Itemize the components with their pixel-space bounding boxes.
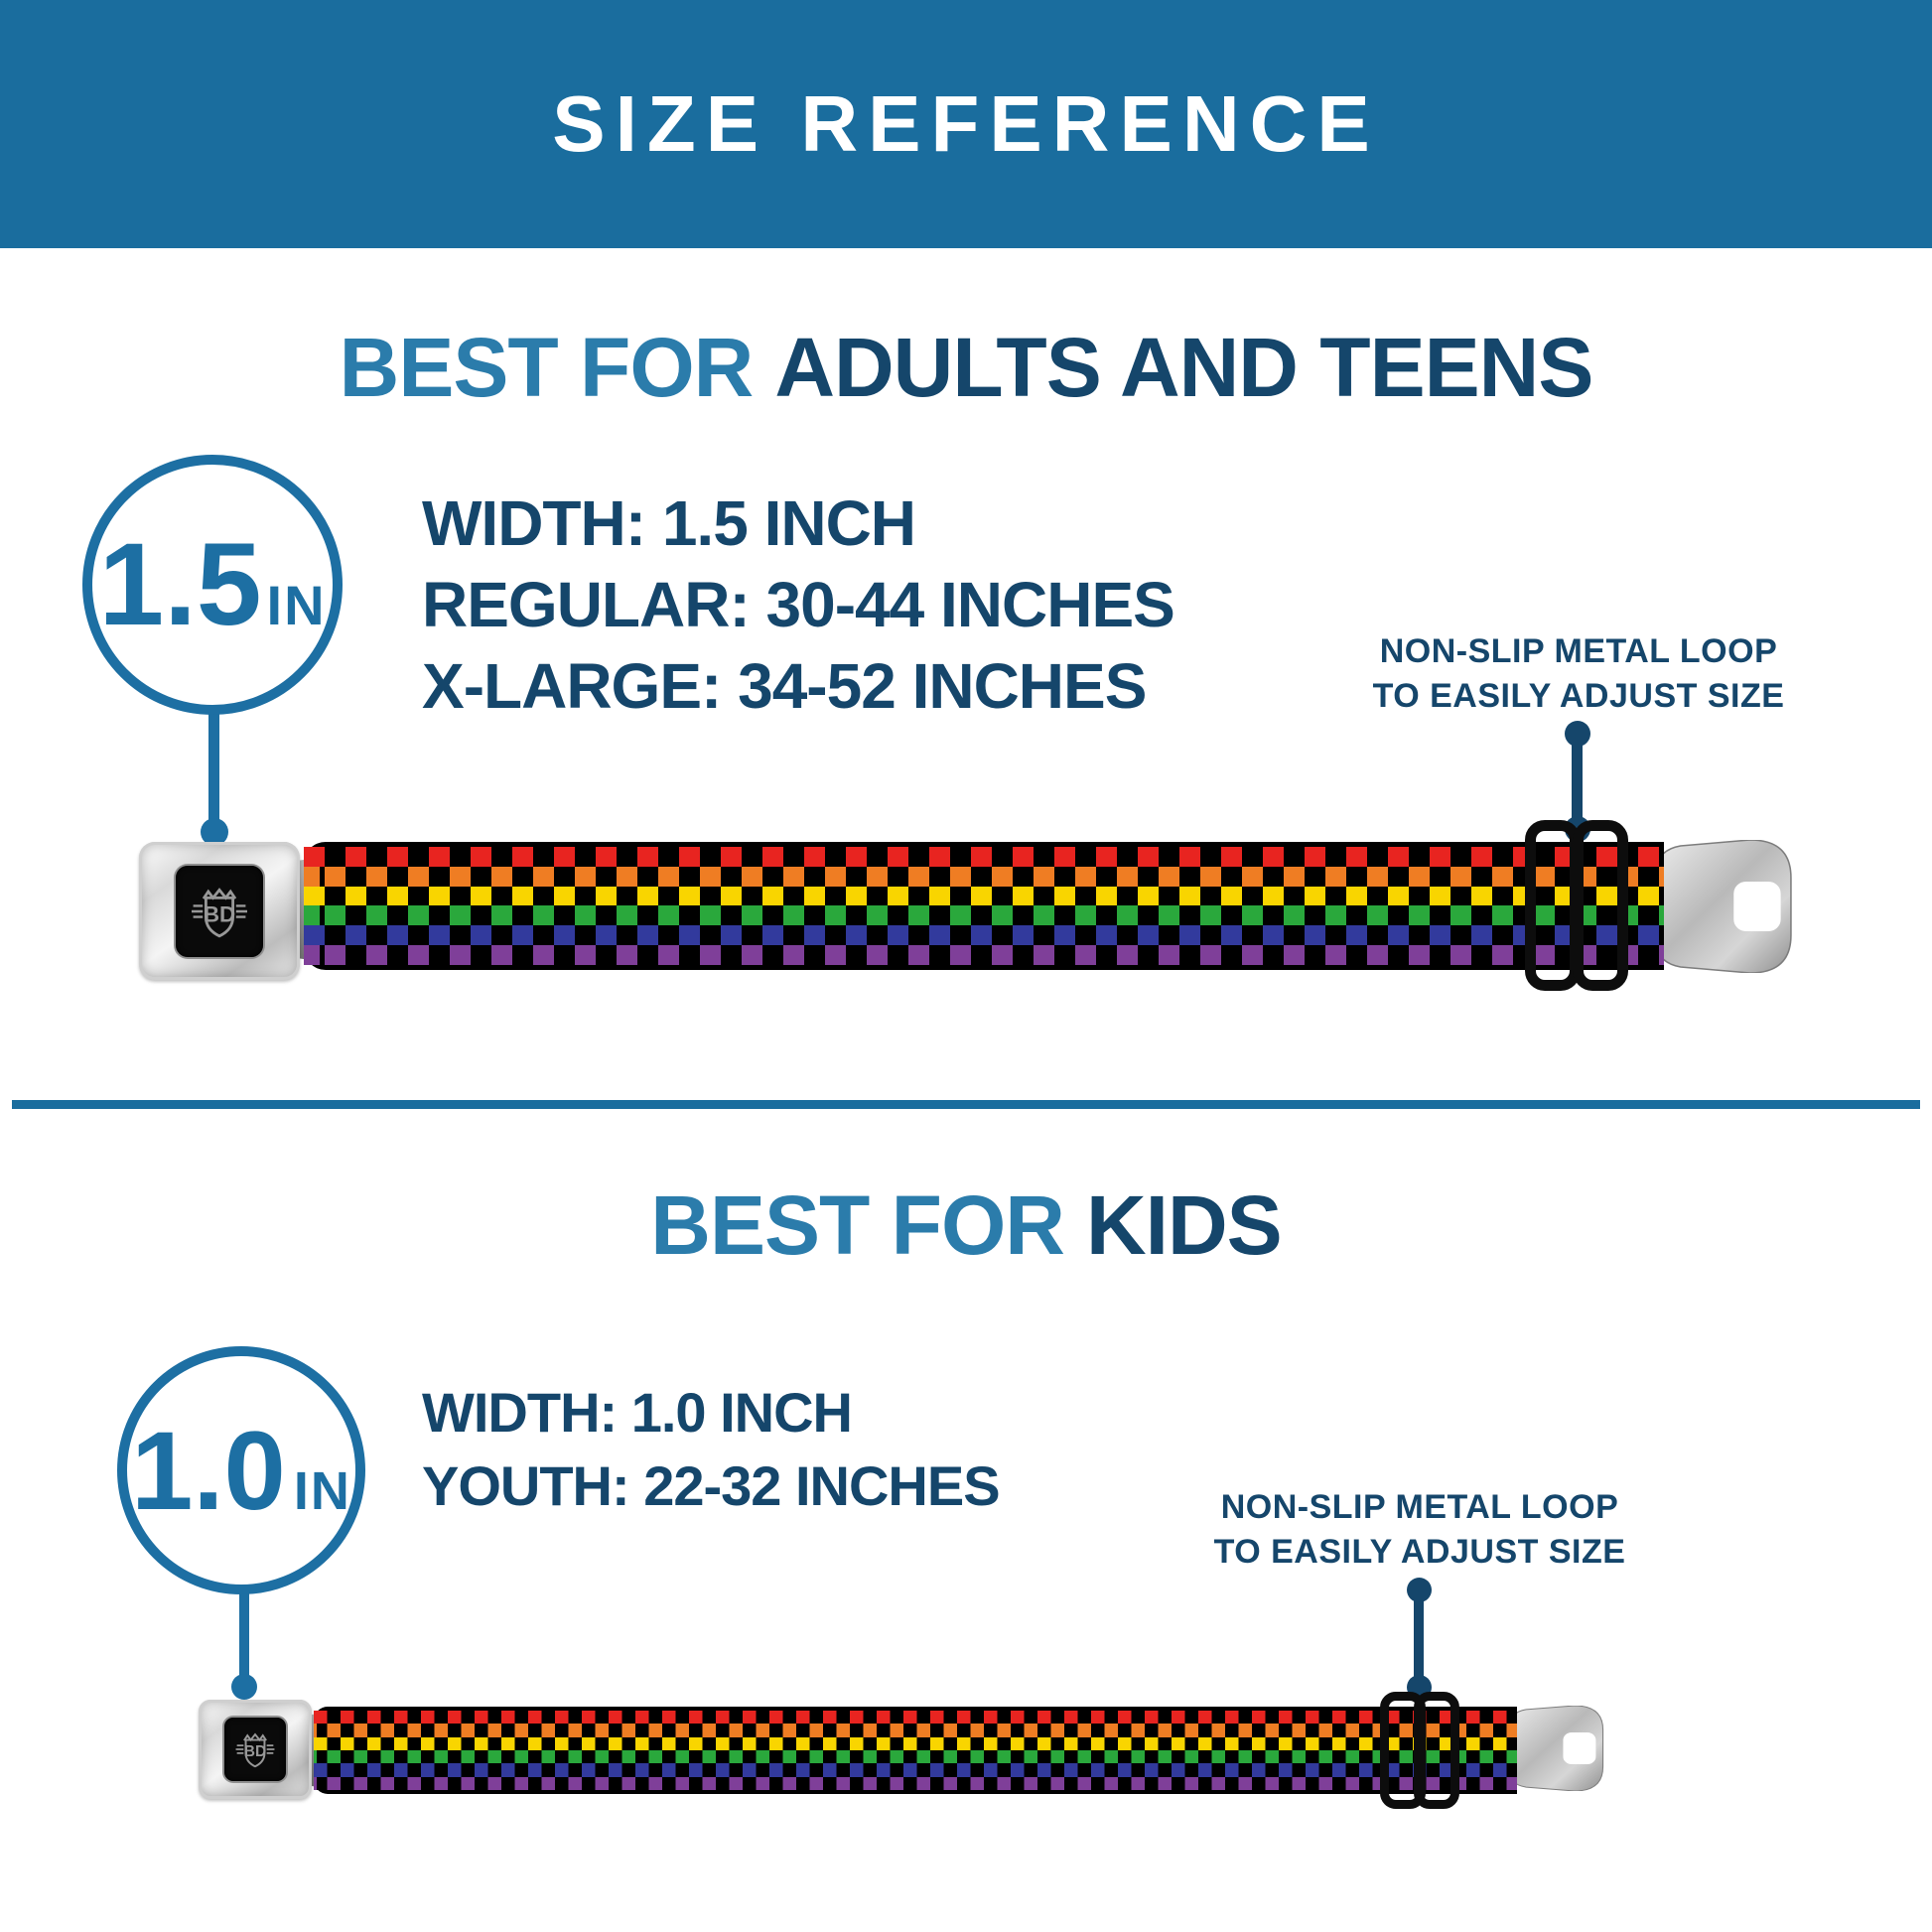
width-badge-circle: 1.5IN: [82, 455, 343, 715]
spec-line: WIDTH: 1.5 INCH: [422, 487, 916, 559]
strap-checker-row: [314, 1749, 1517, 1764]
badge-pointer-dot: [201, 818, 228, 846]
section-heading-adults: BEST FOR ADULTS AND TEENS: [0, 320, 1932, 416]
badge-pointer-line: [208, 709, 219, 826]
strap-checker-row: [304, 886, 1664, 906]
width-badge-text: 1.5IN: [98, 517, 326, 652]
belt-tip-icon: [1509, 1706, 1604, 1791]
belt-tip-icon: [1656, 840, 1792, 973]
svg-text:BD: BD: [244, 1743, 266, 1760]
callout-pointer-line: [1414, 1590, 1424, 1680]
strap-checker-row: [304, 847, 1664, 867]
strap-checker-row: [304, 925, 1664, 946]
strap-checker-row: [314, 1776, 1517, 1790]
callout-line: TO EASILY ADJUST SIZE: [1213, 1533, 1626, 1571]
buckle-window: BD: [176, 865, 263, 957]
width-badge-circle: 1.0 IN: [117, 1346, 365, 1594]
seatbelt-buckle: BD: [199, 1700, 312, 1799]
svg-text:BD: BD: [204, 901, 235, 926]
width-unit: IN: [266, 574, 327, 636]
heading-audience: KIDS: [1085, 1178, 1283, 1272]
buckle-brand-logo-icon: BD: [235, 1732, 275, 1768]
size-specs-adults: WIDTH: 1.5 INCH REGULAR: 30-44 INCHES X-…: [422, 483, 1175, 727]
strap-checker-row: [304, 866, 1664, 887]
callout-line: NON-SLIP METAL LOOP: [1220, 1488, 1619, 1526]
callout-line: TO EASILY ADJUST SIZE: [1372, 677, 1785, 715]
metal-loop-icon: [1573, 820, 1628, 991]
page-title: SIZE REFERENCE: [552, 79, 1380, 168]
spec-line: REGULAR: 30-44 INCHES: [422, 569, 1175, 640]
strap-checker-row: [304, 905, 1664, 926]
spec-line: WIDTH: 1.0 INCH: [422, 1381, 853, 1444]
spec-line: YOUTH: 22-32 INCHES: [422, 1454, 1001, 1517]
buckle-brand-logo-icon: BD: [192, 887, 247, 937]
width-value: 1.0: [131, 1408, 286, 1533]
heading-best-for: BEST FOR: [650, 1178, 1065, 1272]
badge-pointer-line: [239, 1588, 249, 1682]
width-unit: IN: [293, 1460, 351, 1521]
heading-best-for: BEST FOR: [339, 321, 755, 414]
seatbelt-buckle: BD: [139, 842, 300, 980]
strap-checker-row: [314, 1763, 1517, 1777]
buckle-window: BD: [224, 1718, 286, 1781]
strap-checker-row: [314, 1724, 1517, 1737]
width-value: 1.5: [98, 519, 262, 650]
badge-pointer-dot: [231, 1674, 257, 1700]
size-specs-kids: WIDTH: 1.0 INCH YOUTH: 22-32 INCHES: [422, 1376, 1001, 1523]
section-heading-kids: BEST FOR KIDS: [0, 1177, 1932, 1274]
header-band: SIZE REFERENCE: [0, 0, 1932, 248]
metal-loop-callout: NON-SLIP METAL LOOP TO EASILY ADJUST SIZ…: [1350, 629, 1807, 719]
callout-pointer-line: [1572, 735, 1583, 826]
heading-audience: ADULTS AND TEENS: [774, 321, 1593, 414]
belt-strap-checkered: [314, 1707, 1517, 1794]
belt-strap-checkered: [304, 842, 1664, 970]
metal-loop-callout: NON-SLIP METAL LOOP TO EASILY ADJUST SIZ…: [1191, 1485, 1648, 1575]
callout-line: NON-SLIP METAL LOOP: [1379, 632, 1778, 670]
metal-loop-icon: [1414, 1692, 1459, 1809]
section-divider: [12, 1100, 1920, 1109]
width-badge-text: 1.0 IN: [131, 1407, 351, 1535]
strap-checker-row: [314, 1736, 1517, 1750]
strap-checker-row: [314, 1711, 1517, 1725]
spec-line: X-LARGE: 34-52 INCHES: [422, 650, 1147, 722]
strap-checker-row: [304, 945, 1664, 965]
